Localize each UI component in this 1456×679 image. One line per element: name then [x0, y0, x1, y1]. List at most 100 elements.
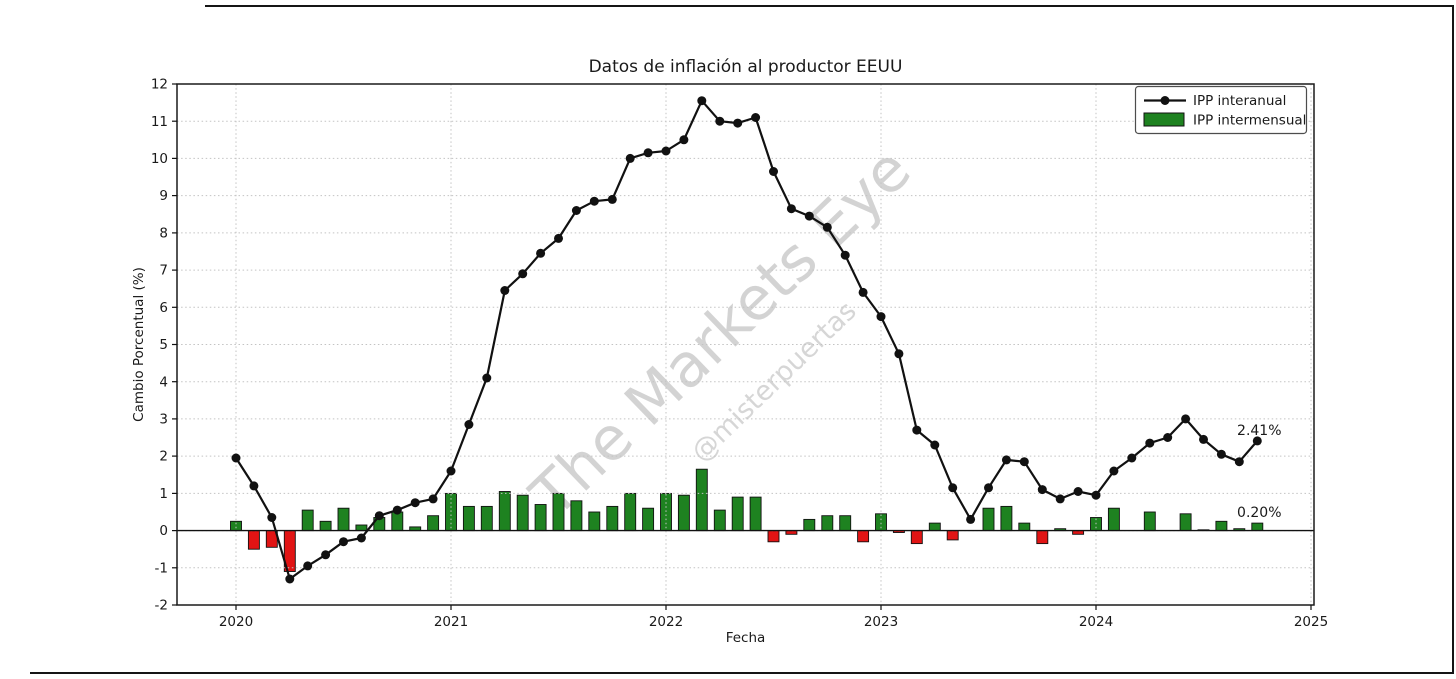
bar-2021-11: [624, 492, 637, 532]
bar-2021-07: [552, 492, 565, 532]
point-2024-03: [1127, 453, 1137, 463]
point-2023-10: [1037, 485, 1047, 495]
point-2024-10: [1252, 436, 1262, 446]
point-2020-06: [321, 550, 331, 560]
bar-2024-02: [1107, 507, 1120, 531]
point-2020-02: [249, 481, 259, 491]
point-2020-03: [267, 513, 277, 522]
point-2023-02: [894, 349, 904, 359]
y-tick-label-6: 6: [159, 300, 168, 316]
point-2022-06: [751, 113, 761, 122]
bar-2022-07: [767, 530, 780, 543]
y-tick-label-9: 9: [159, 188, 168, 204]
legend-label-interanual: IPP interanual: [1193, 93, 1286, 109]
y-tick-label-10: 10: [151, 151, 168, 167]
annotation-last-yoy: 2.41%: [1237, 423, 1281, 439]
point-2021-11: [625, 153, 635, 163]
bar-series-ipp-intermensual: [230, 468, 1264, 572]
point-2022-03: [697, 96, 707, 106]
point-2024-05: [1163, 433, 1173, 442]
y-axis-label: Cambio Porcentual (%): [131, 267, 147, 422]
point-2021-03: [482, 373, 492, 383]
legend-line-marker: [1160, 96, 1170, 105]
yoy-line: [235, 99, 1259, 581]
bar-2022-11: [839, 515, 852, 532]
bar-2022-04: [713, 509, 726, 532]
point-2023-01: [876, 312, 886, 322]
bar-2023-04: [928, 522, 941, 531]
point-2020-01: [231, 453, 241, 463]
x-tick-label-2020: 2020: [219, 614, 253, 630]
watermark: The Markets Eye @misterpuertas: [517, 135, 924, 532]
bar-2022-03: [695, 468, 708, 532]
annotations: 2.41% 0.20%: [1237, 423, 1281, 521]
chart-title: Datos de inflación al productor EEUU: [589, 57, 903, 77]
y-tick-label--1: -1: [155, 560, 168, 576]
point-2021-10: [607, 194, 617, 204]
bar-2020-12: [427, 515, 440, 532]
point-2022-10: [822, 222, 832, 232]
point-2024-04: [1145, 438, 1155, 448]
bar-2020-01: [230, 520, 242, 532]
point-2022-07: [769, 167, 778, 176]
bar-2021-02: [462, 505, 475, 532]
bar-2020-05: [301, 509, 314, 532]
bar-2021-12: [642, 507, 655, 531]
bar-2021-04: [498, 491, 511, 532]
annotation-last-mom: 0.20%: [1237, 505, 1281, 521]
point-2023-04: [930, 440, 940, 450]
bar-2022-02: [677, 494, 690, 532]
point-2021-05: [518, 269, 528, 279]
bar-2022-10: [821, 515, 834, 532]
bar-2023-03: [910, 530, 923, 545]
bar-2021-08: [570, 500, 583, 532]
point-2021-04: [500, 286, 510, 295]
point-2024-09: [1234, 457, 1244, 467]
frame-bottom: [30, 672, 1454, 674]
point-2024-06: [1181, 414, 1191, 424]
y-tick-label-11: 11: [151, 114, 168, 130]
point-2023-06: [966, 514, 976, 524]
bar-2024-06: [1179, 513, 1192, 531]
point-2021-01: [446, 466, 456, 476]
point-2021-12: [643, 148, 653, 158]
point-2024-08: [1216, 449, 1226, 459]
point-2021-08: [571, 206, 581, 215]
point-2022-08: [786, 204, 796, 214]
point-2023-07: [984, 483, 993, 493]
y-tick-label-0: 0: [159, 523, 168, 539]
point-2023-09: [1019, 457, 1029, 467]
point-2023-05: [948, 483, 958, 493]
point-2020-09: [374, 511, 384, 521]
bar-2020-07: [337, 507, 350, 531]
point-2020-12: [428, 494, 438, 504]
point-2020-11: [410, 498, 420, 508]
point-2024-07: [1199, 434, 1208, 444]
x-tick-label-2024: 2024: [1079, 614, 1113, 630]
bar-2024-04: [1143, 511, 1156, 532]
y-tick-label-7: 7: [159, 263, 168, 279]
y-tick-label-3: 3: [159, 412, 168, 428]
bar-2021-06: [534, 504, 547, 532]
x-tick-label-2023: 2023: [864, 614, 898, 630]
bar-2024-10: [1251, 522, 1264, 531]
y-tick-label-2: 2: [159, 449, 168, 465]
bar-2022-06: [749, 496, 762, 532]
point-2021-06: [536, 248, 546, 258]
legend-label-intermensual: IPP intermensual: [1193, 113, 1306, 129]
bar-2021-03: [480, 505, 493, 532]
legend: IPP interanual IPP intermensual: [1134, 85, 1308, 135]
point-2020-05: [303, 561, 313, 571]
point-2022-11: [840, 250, 850, 260]
point-2022-01: [661, 146, 671, 156]
point-2022-09: [804, 211, 814, 221]
x-tick-label-2022: 2022: [649, 614, 683, 630]
bar-2023-08: [1000, 505, 1013, 532]
bar-2023-10: [1036, 530, 1049, 545]
bar-2024-08: [1215, 520, 1228, 532]
bar-2022-05: [731, 496, 744, 532]
line-series-ipp-interanual: [231, 96, 1262, 584]
point-2023-03: [912, 425, 922, 435]
